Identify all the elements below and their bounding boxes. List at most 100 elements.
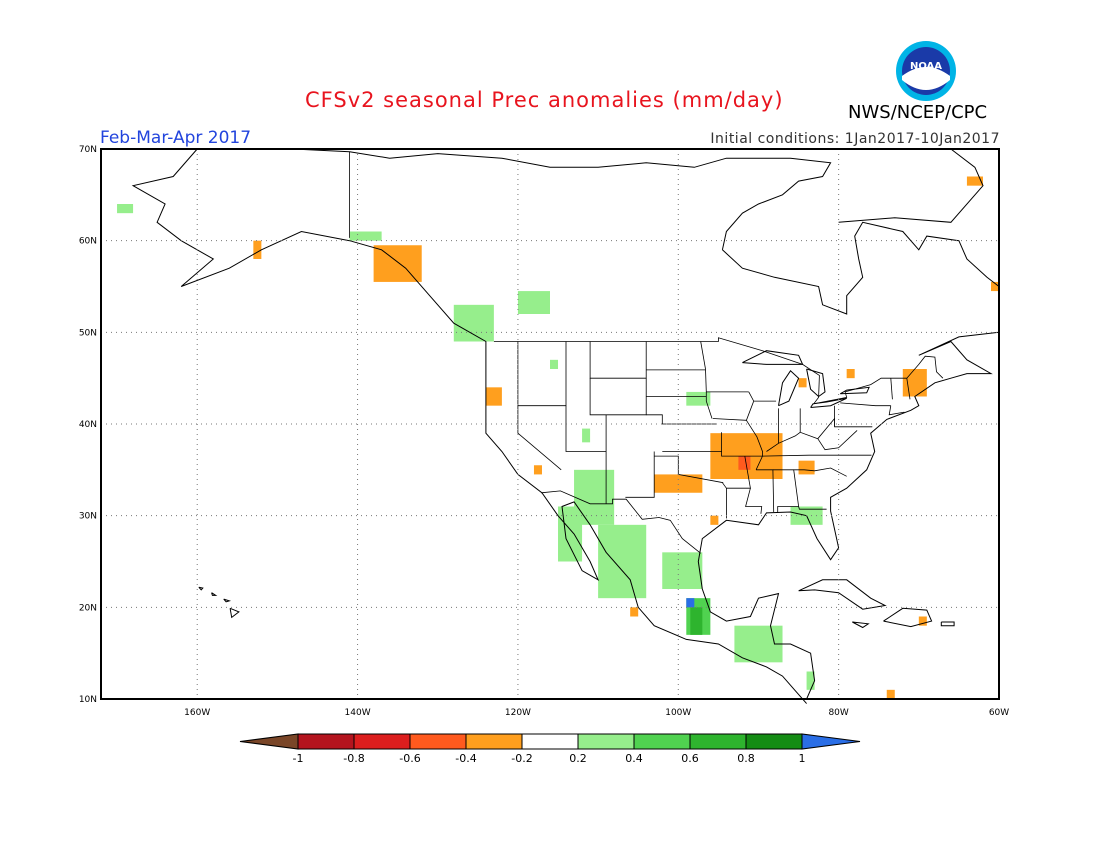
coastline-segment: [852, 621, 870, 629]
anomaly-cell-baja-wet: [558, 506, 583, 562]
anomaly-cell-colombia-dry: [886, 689, 895, 699]
anomaly-cell-central-america-wet: [734, 625, 783, 663]
border-line: [888, 405, 905, 416]
border-line: [712, 391, 755, 421]
coastline-segment: [940, 621, 955, 627]
colorbar-label: -0.2: [511, 752, 532, 765]
border-line: [589, 341, 647, 379]
colorbar-segment: [409, 733, 467, 750]
lon-label: 100W: [665, 708, 691, 718]
anomaly-cells: [117, 176, 999, 699]
latitude-labels: 70N 60N 50N 40N 30N 20N 10N: [79, 145, 97, 705]
lon-label: 120W: [505, 708, 531, 718]
lat-label: 20N: [79, 603, 97, 613]
anomaly-cell-alberta-wet: [517, 291, 550, 314]
border-line: [726, 456, 751, 489]
border-line: [817, 417, 858, 451]
lon-label: 140W: [345, 708, 371, 718]
border-line: [793, 467, 847, 477]
colorbar-label: 0.2: [569, 752, 587, 765]
border-line: [493, 337, 944, 405]
anomaly-cell-south-dakota-wet: [686, 391, 711, 406]
colorbar-segment: [745, 733, 803, 750]
border-line: [766, 431, 818, 452]
anomaly-cell-florida-wet: [790, 506, 823, 525]
anomaly-cell-tennessee-dry: [798, 460, 815, 475]
longitude-labels: 160W 140W 120W 100W 80W 60W: [184, 708, 1009, 718]
anomaly-cell-ne-mexico-wet: [662, 552, 703, 589]
border-line: [755, 454, 872, 470]
colorbar-arrow-low: [239, 733, 299, 750]
border-line: [565, 405, 607, 452]
anomaly-cell-arkansas-dry-core: [738, 456, 751, 470]
colorbar: -1 -0.8 -0.6 -0.4 -0.2 0.2 0.4 0.6 0.8 1: [239, 733, 861, 765]
border-line: [654, 455, 724, 484]
colorbar-segment: [297, 733, 355, 750]
colorbar-segment: [465, 733, 523, 750]
anomaly-cell-labrador-dry: [990, 281, 999, 292]
colorbar-segment: [353, 733, 411, 750]
lat-lon-gridlines: [101, 149, 999, 699]
colorbar-label: 0.4: [625, 752, 643, 765]
border-line: [772, 469, 800, 513]
anomaly-cell-sierra-madre-wet: [598, 524, 647, 599]
lat-label: 70N: [79, 145, 97, 155]
border-line: [906, 378, 911, 400]
anomaly-cell-gulf-coast-dry: [710, 515, 719, 525]
coastline-segment: [131, 148, 350, 287]
colorbar-label: 0.8: [737, 752, 755, 765]
anomaly-cell-greenland-dry: [966, 176, 983, 186]
anomaly-cell-montana-wet: [550, 359, 559, 369]
colorbar-label: -0.4: [455, 752, 476, 765]
border-line: [662, 451, 763, 457]
colorbar-label: -1: [293, 752, 304, 765]
map-title: CFSv2 seasonal Prec anomalies (mm/day): [305, 88, 784, 112]
anomaly-cell-veracruz-wet: [686, 598, 711, 635]
border-line: [840, 402, 891, 407]
border-line: [756, 469, 775, 513]
lat-label: 10N: [79, 695, 97, 705]
noaa-logo-icon: NOAA: [896, 41, 956, 101]
logo-text: NOAA: [910, 61, 942, 72]
coastline-segment: [349, 240, 807, 704]
colorbar-label: -0.8: [343, 752, 364, 765]
agency-label: NWS/NCEP/CPC: [848, 102, 988, 123]
coastline-segment: [838, 148, 984, 223]
border-line: [700, 341, 713, 419]
anomaly-cell-new-england-dry: [902, 369, 927, 397]
anomaly-cell-bc-coast-wet: [453, 304, 494, 342]
coastline-segment: [883, 607, 933, 628]
anomaly-cell-n-california-dry: [485, 387, 502, 406]
anomaly-cell-arizona-wet: [574, 469, 615, 525]
coastline-segment: [742, 350, 804, 365]
anomaly-cell-oklahoma-dry: [654, 474, 703, 493]
border-line: [890, 378, 893, 400]
anomaly-cell-michigan-dry: [798, 378, 807, 388]
coastline-segment: [229, 607, 240, 619]
border-line: [589, 378, 647, 416]
coastline-segment: [211, 592, 218, 596]
border-line: [746, 420, 763, 457]
anomaly-cell-s-california-dry: [533, 465, 542, 475]
colorbar-arrow-high: [801, 733, 861, 750]
anomaly-cell-veracruz-blue: [686, 598, 695, 608]
coastline-segment: [839, 386, 870, 395]
lat-label: 60N: [79, 237, 97, 247]
lon-label: 80W: [828, 708, 848, 718]
border-line: [517, 341, 567, 407]
colorbar-segment: [521, 733, 579, 750]
colorbar-segment: [577, 733, 635, 750]
season-label: Feb-Mar-Apr 2017: [100, 128, 252, 148]
lat-label: 50N: [79, 328, 97, 338]
anomaly-cell-aleutian-wet: [117, 204, 134, 214]
coastline-segment: [722, 221, 1000, 315]
anomaly-cell-se-alaska-dry: [373, 245, 422, 282]
coastline-segment: [810, 397, 847, 408]
map-frame: [100, 148, 1000, 700]
border-line: [722, 482, 727, 519]
coastline-segment: [697, 331, 1000, 700]
border-line: [625, 451, 655, 498]
anomaly-cell-mexico-pacific-dry: [630, 607, 639, 617]
lat-label: 30N: [79, 512, 97, 522]
anomaly-cell-veracruz-wet-core: [690, 607, 703, 635]
